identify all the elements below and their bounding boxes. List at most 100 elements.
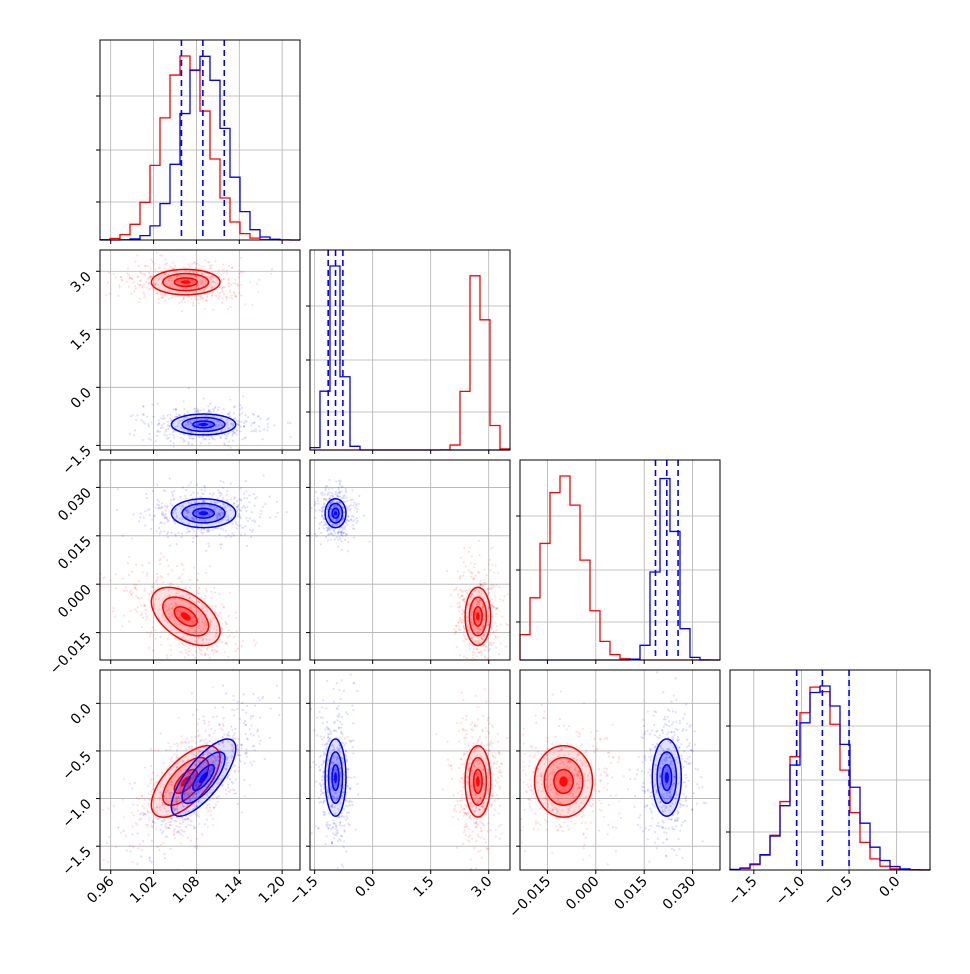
scatter-point: [243, 493, 245, 495]
scatter-point: [164, 295, 166, 297]
scatter-point: [278, 661, 280, 663]
scatter-point: [241, 438, 243, 440]
scatter-point: [228, 278, 230, 280]
scatter-point: [128, 556, 130, 558]
scatter-point: [170, 816, 172, 818]
scatter-point: [480, 827, 482, 829]
scatter-point: [522, 734, 524, 736]
scatter-point: [458, 602, 460, 604]
scatter-point: [492, 584, 494, 586]
scatter-point: [156, 579, 158, 581]
scatter-point: [269, 496, 271, 498]
scatter-point: [226, 636, 228, 638]
scatter-point: [324, 744, 326, 746]
scatter-point: [471, 572, 473, 574]
scatter-point: [475, 575, 477, 577]
scatter-point: [207, 654, 209, 656]
scatter-point: [263, 428, 265, 430]
scatter-point: [611, 724, 613, 726]
scatter-point: [135, 563, 137, 565]
scatter-point: [529, 806, 531, 808]
scatter-point: [204, 823, 206, 825]
scatter-point: [467, 662, 469, 664]
scatter-point: [496, 781, 498, 783]
scatter-point: [222, 784, 224, 786]
scatter-point: [253, 760, 255, 762]
scatter-point: [220, 528, 222, 530]
scatter-point: [188, 387, 190, 389]
scatter-point: [333, 837, 335, 839]
scatter-point: [346, 758, 348, 760]
scatter-point: [135, 595, 137, 597]
scatter-point: [465, 826, 467, 828]
scatter-point: [231, 298, 233, 300]
scatter-point: [343, 824, 345, 826]
scatter-point: [349, 787, 351, 789]
scatter-point: [148, 562, 150, 564]
scatter-point: [175, 413, 177, 415]
scatter-point: [170, 440, 172, 442]
scatter-point: [262, 696, 264, 698]
scatter-point: [183, 569, 185, 571]
scatter-point: [158, 422, 160, 424]
scatter-point: [327, 494, 329, 496]
scatter-point: [160, 844, 162, 846]
scatter-point: [107, 282, 109, 284]
scatter-point: [321, 706, 323, 708]
scatter-point: [350, 777, 352, 779]
scatter-point: [146, 575, 148, 577]
scatter-point: [222, 263, 224, 265]
scatter-point: [155, 816, 157, 818]
scatter-point: [463, 547, 465, 549]
scatter-point: [214, 439, 216, 441]
scatter-point: [129, 433, 131, 435]
scatter-point: [231, 267, 233, 269]
scatter-point: [145, 619, 147, 621]
scatter-point: [161, 506, 163, 508]
scatter-point: [249, 517, 251, 519]
scatter-point: [323, 521, 325, 523]
scatter-point: [183, 644, 185, 646]
scatter-point: [461, 692, 463, 694]
scatter-point: [162, 511, 164, 513]
scatter-point: [345, 497, 347, 499]
scatter-point: [347, 550, 349, 552]
scatter-point: [323, 524, 325, 526]
scatter-point: [163, 530, 165, 532]
scatter-point: [211, 264, 213, 266]
scatter-point: [151, 519, 153, 521]
scatter-point: [315, 535, 317, 537]
scatter-point: [607, 783, 609, 785]
scatter-point: [208, 530, 210, 532]
scatter-point: [482, 729, 484, 731]
scatter-point: [617, 761, 619, 763]
scatter-point: [191, 263, 193, 265]
scatter-point: [253, 493, 255, 495]
scatter-point: [209, 265, 211, 267]
scatter-point: [239, 430, 241, 432]
scatter-point: [198, 648, 200, 650]
scatter-point: [488, 722, 490, 724]
scatter-point: [148, 593, 150, 595]
scatter-point: [167, 638, 169, 640]
scatter-point: [497, 798, 499, 800]
scatter-point: [161, 820, 163, 822]
scatter-point: [459, 800, 461, 802]
scatter-point: [239, 487, 241, 489]
scatter-point: [231, 294, 233, 296]
scatter-point: [238, 424, 240, 426]
scatter-point: [211, 646, 213, 648]
scatter-point: [209, 657, 211, 659]
scatter-point: [184, 741, 186, 743]
scatter-point: [239, 759, 241, 761]
scatter-point: [617, 756, 619, 758]
scatter-point: [146, 287, 148, 289]
scatter-point: [493, 773, 495, 775]
scatter-point: [196, 847, 198, 849]
scatter-point: [264, 758, 266, 760]
scatter-point: [491, 742, 493, 744]
scatter-point: [496, 794, 498, 796]
scatter-point: [149, 635, 151, 637]
scatter-point: [341, 723, 343, 725]
scatter-point: [472, 654, 474, 656]
